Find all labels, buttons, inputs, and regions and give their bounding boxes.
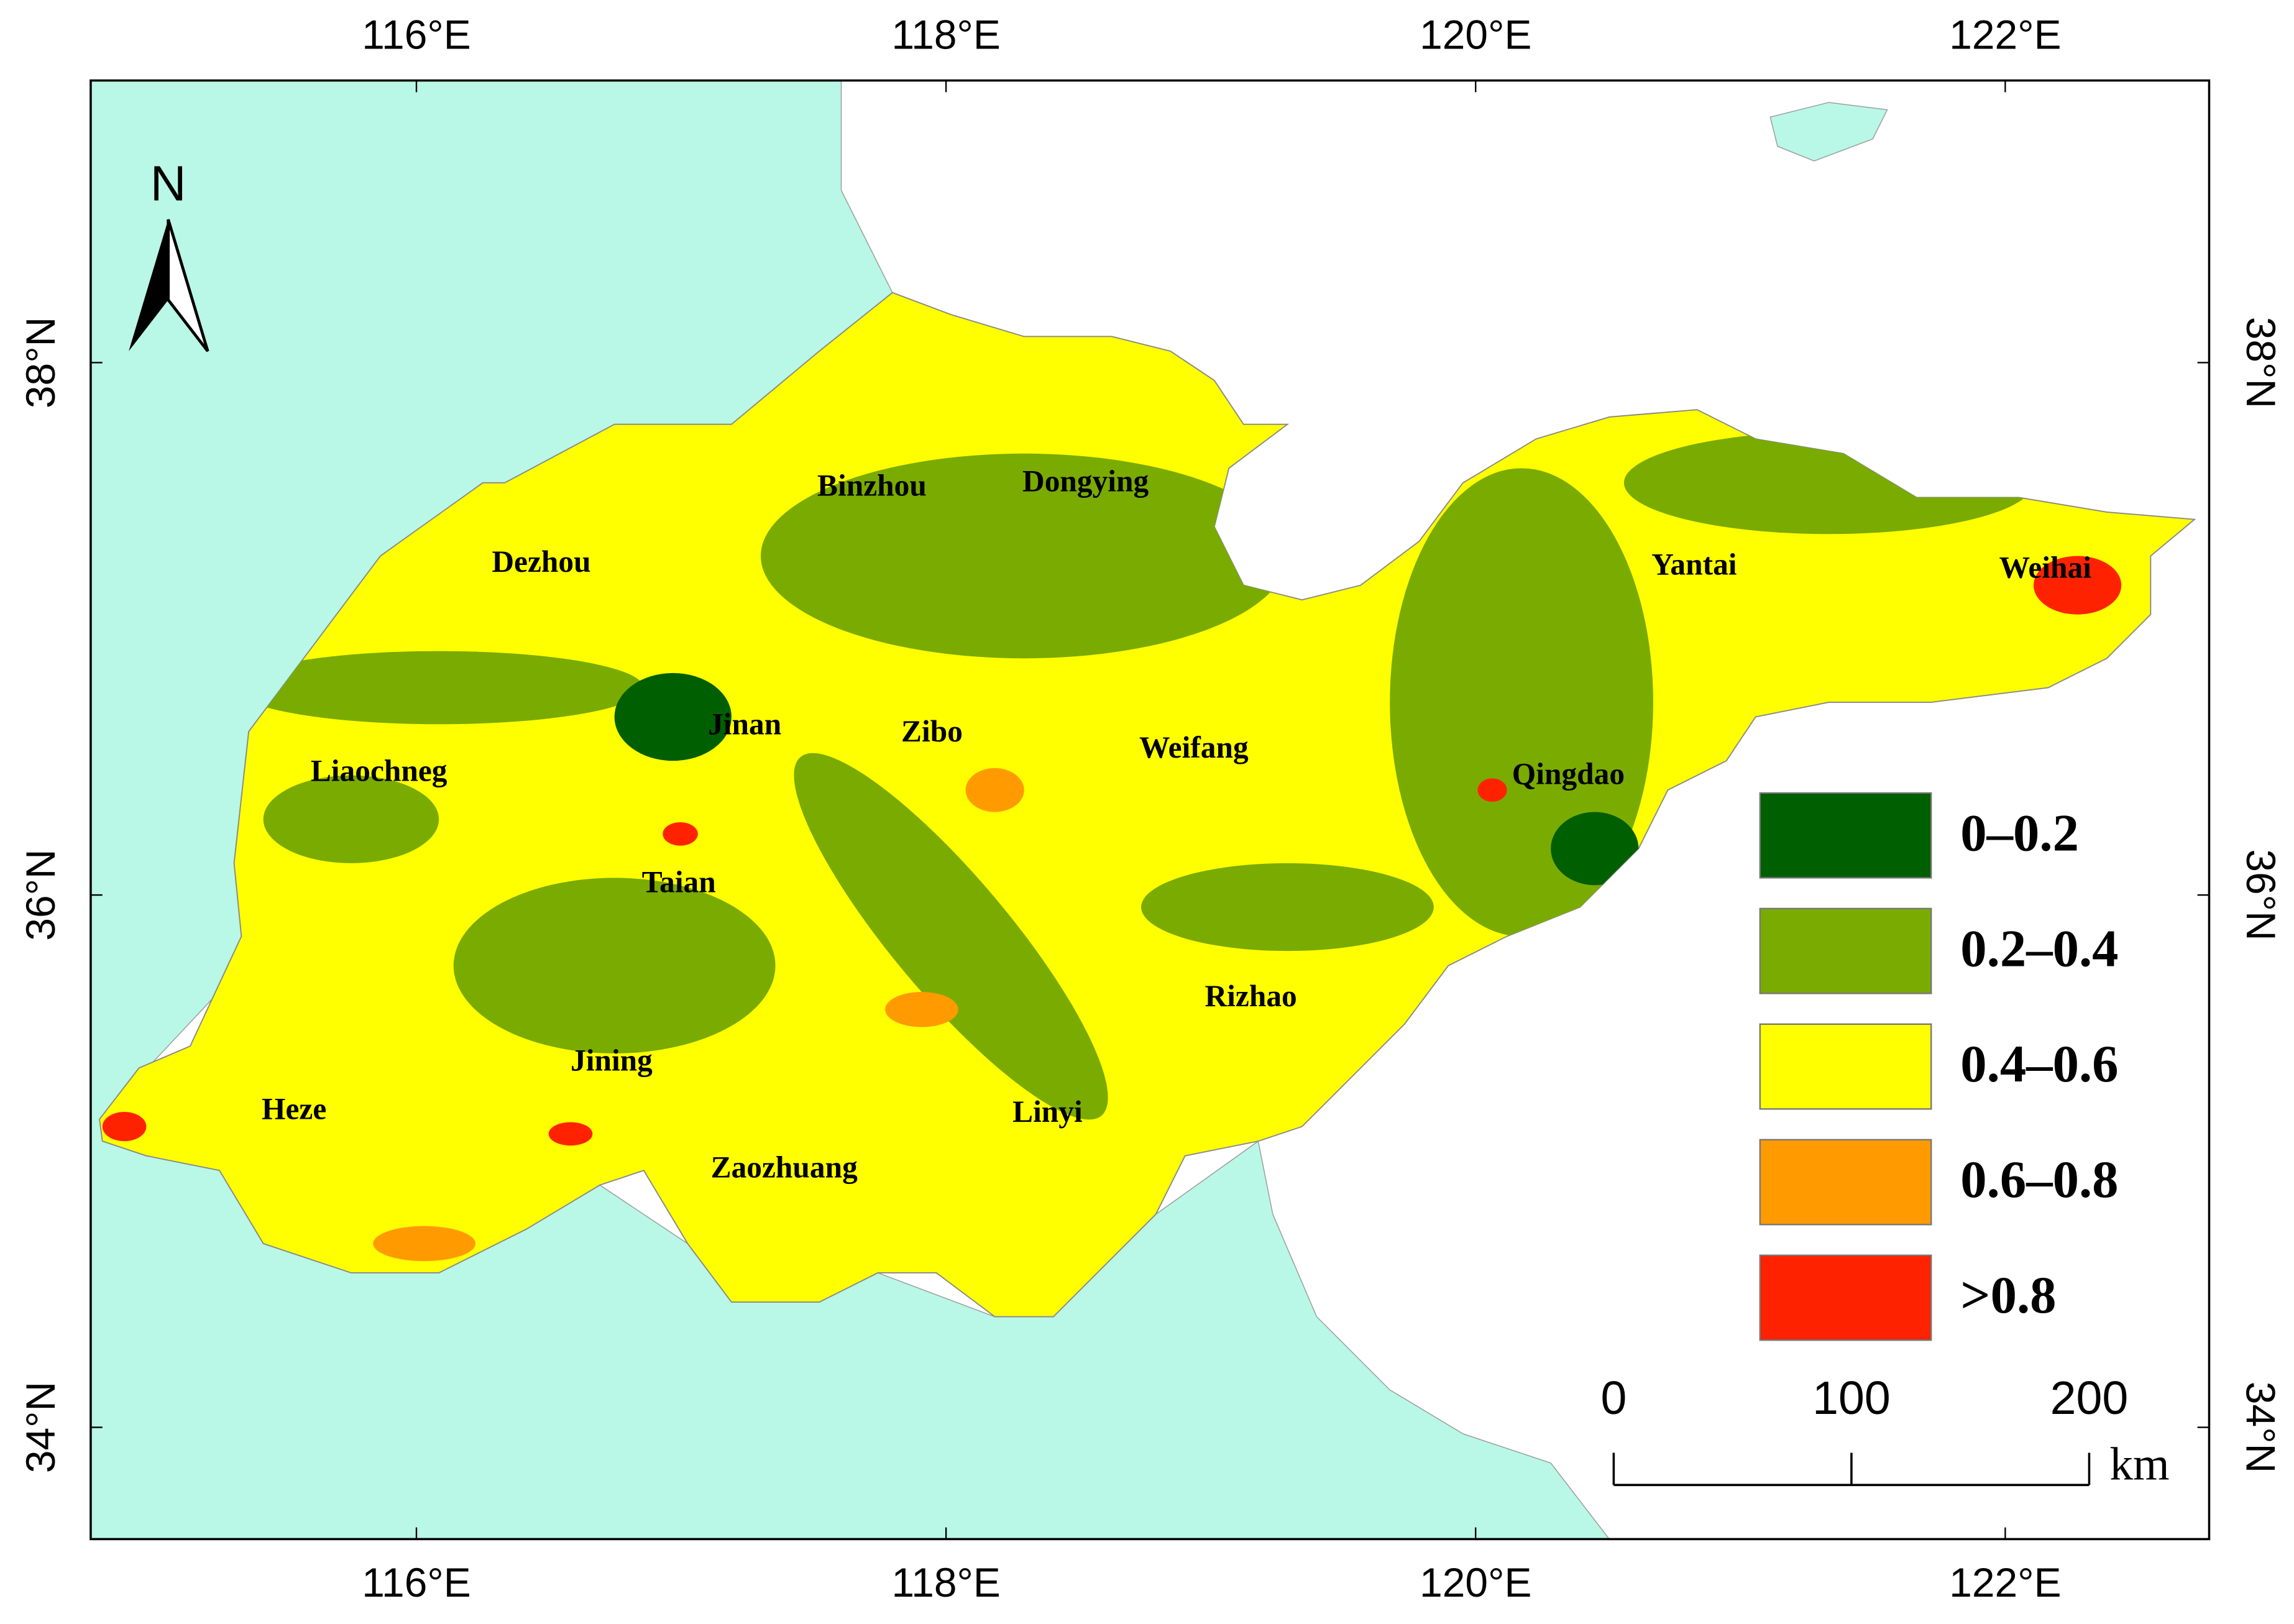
city-label: Jining (571, 1044, 653, 1078)
lon-label: 118°E (891, 1559, 1000, 1605)
lat-label: 38°N (2238, 317, 2284, 408)
legend-swatch (1759, 1023, 1932, 1110)
island (1769, 102, 1888, 162)
city-label: Dongying (1022, 464, 1149, 498)
city-label: Linyi (1012, 1094, 1083, 1129)
lat-label: 36°N (2238, 849, 2284, 940)
scale-label: 100 (1812, 1372, 1891, 1424)
lat-label: 36°N (17, 849, 63, 940)
city-label: Jinan (708, 707, 781, 741)
scale-label: 0 (1600, 1372, 1626, 1424)
lon-label: 120°E (1420, 12, 1531, 58)
lon-label: 120°E (1420, 1559, 1531, 1605)
city-label: Dezhou (492, 544, 590, 579)
city-label: Liaochneg (311, 754, 447, 788)
city-label: Yantai (1651, 548, 1737, 582)
lat-label: 38°N (17, 317, 63, 408)
lon-label: 118°E (891, 12, 1000, 58)
lat-label: 34°N (2238, 1382, 2284, 1473)
lon-label: 122°E (1949, 1559, 2061, 1605)
lat-label: 34°N (17, 1382, 63, 1473)
frame (89, 79, 2211, 1541)
north-label: N (150, 156, 186, 211)
lon-label: 116°E (362, 12, 470, 58)
legend-swatch (1759, 1139, 1932, 1226)
legend-swatch (1759, 1254, 1932, 1341)
city-label: Rizhao (1204, 979, 1296, 1013)
scale-label: 200 (2050, 1372, 2129, 1424)
legend-label: 0–0.2 (1960, 804, 2079, 862)
lon-label: 122°E (1949, 12, 2061, 58)
lon-label: 116°E (362, 1559, 470, 1605)
legend-label: 0.2–0.4 (1960, 919, 2118, 978)
legend-swatch (1759, 907, 1932, 994)
legend-label: 0.6–0.8 (1960, 1150, 2118, 1209)
scale-unit: km (2109, 1439, 2169, 1490)
city-label: Qingdao (1512, 756, 1625, 791)
city-label: Zaozhuang (711, 1150, 858, 1185)
legend-label: >0.8 (1960, 1266, 2056, 1324)
city-label: Taian (642, 865, 716, 899)
city-label: Weifang (1139, 730, 1249, 764)
city-label: Zibo (901, 714, 963, 748)
city-label: Heze (262, 1091, 326, 1126)
city-label: Binzhou (817, 469, 927, 503)
legend-label: 0.4–0.6 (1960, 1035, 2118, 1093)
legend-swatch (1759, 792, 1932, 879)
city-label: Weihai (1999, 550, 2091, 584)
